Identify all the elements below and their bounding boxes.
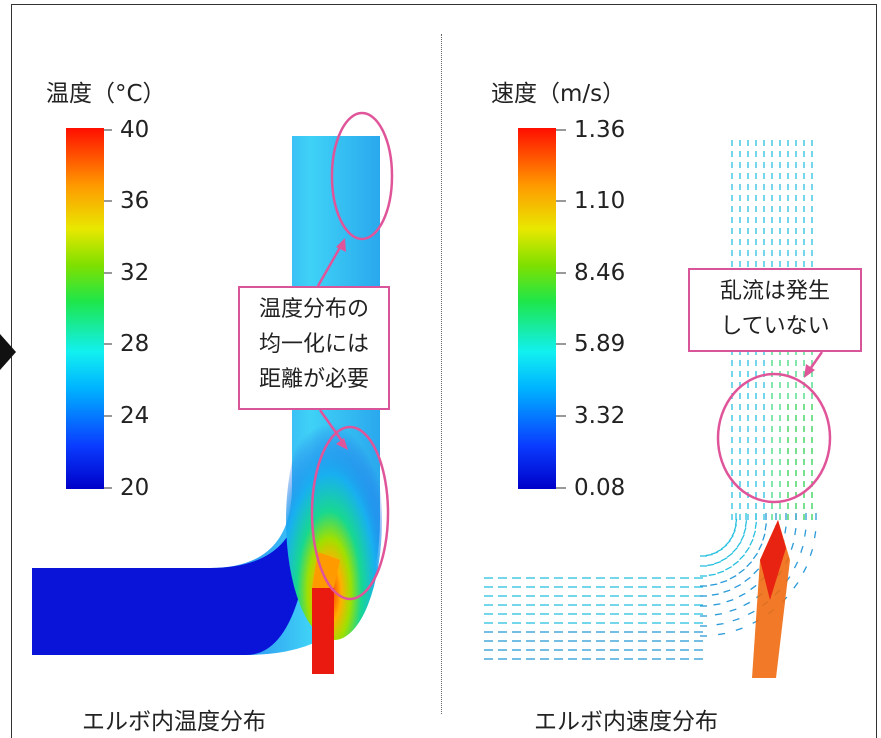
velocity-vector — [744, 546, 750, 554]
velocity-tick: 0.08 — [574, 475, 626, 501]
temperature-caption: エルボ内温度分布 — [82, 709, 266, 735]
velocity-vector — [744, 520, 748, 528]
velocity-vector — [740, 534, 745, 542]
velocity-vector — [738, 568, 745, 574]
velocity-vector — [713, 603, 721, 606]
velocity-vector — [738, 592, 746, 598]
velocity-vector — [735, 627, 743, 631]
temperature-callout-line: 温度分布の — [258, 297, 369, 322]
velocity-vector — [736, 540, 742, 548]
velocity-vector — [708, 573, 716, 576]
temperature-bar-ticks — [104, 129, 112, 489]
velocity-vector — [784, 526, 787, 534]
temperature-tick: 32 — [120, 260, 150, 286]
velocity-vector — [716, 622, 724, 626]
velocity-vector — [749, 538, 754, 546]
velocity-vector — [747, 610, 755, 616]
velocity-vector — [729, 575, 737, 580]
velocity-vector — [734, 583, 742, 589]
velocity-vector — [723, 589, 731, 593]
velocity-caption: エルボ内速度分布 — [534, 709, 718, 735]
left-edge-marker — [0, 334, 16, 370]
velocity-vector — [754, 521, 758, 529]
velocity-vector — [711, 593, 719, 596]
velocity-vector — [726, 599, 734, 603]
velocity-bar-ticks — [556, 129, 566, 489]
temperature-color-bar — [66, 128, 104, 489]
velocity-vector — [802, 566, 808, 573]
velocity-vector — [729, 608, 737, 612]
velocity-vector — [720, 579, 728, 584]
velocity-vector — [744, 576, 751, 583]
velocity-vector — [753, 568, 760, 575]
temperature-down-arrow — [318, 409, 346, 445]
velocity-vector — [804, 529, 807, 537]
velocity-color-bar — [518, 128, 556, 489]
temperature-callout-line: 距離が必要 — [258, 367, 369, 392]
temperature-top-ellipse — [330, 111, 394, 241]
temperature-up-arrow — [316, 243, 344, 287]
temperature-callout-line: 均一化には — [258, 332, 369, 357]
temperature-tick: 36 — [120, 188, 150, 214]
velocity-vector — [793, 561, 799, 569]
temperature-tick: 40 — [120, 117, 150, 143]
velocity-callout: 乱流は発生 していない — [688, 268, 862, 352]
velocity-vector — [718, 632, 726, 636]
velocity-tick: 8.46 — [574, 260, 626, 286]
velocity-vector — [762, 533, 766, 541]
velocity-tick: 5.89 — [574, 331, 626, 357]
velocity-tick: 3.32 — [574, 403, 626, 429]
velocity-vector — [739, 554, 746, 561]
velocity-vector — [746, 561, 753, 568]
velocity-jet-core — [760, 520, 786, 600]
velocity-vector — [732, 560, 739, 566]
velocity-tick: 1.36 — [574, 117, 626, 143]
velocity-vector — [752, 530, 757, 538]
temperature-hot-inlet — [312, 588, 334, 674]
velocity-callout-line: 乱流は発生 — [719, 279, 830, 304]
velocity-vector — [710, 583, 718, 586]
temperature-bottom-ellipse — [310, 425, 390, 601]
temperature-callout: 温度分布の 均一化には 距離が必要 — [238, 286, 390, 410]
velocity-vector — [732, 618, 740, 622]
temperature-tick: 20 — [120, 475, 150, 501]
velocity-vector — [743, 527, 747, 535]
velocity-vector — [813, 531, 817, 539]
velocity-vector — [794, 528, 797, 536]
velocity-vector — [790, 542, 795, 550]
velocity-vector — [750, 584, 757, 591]
temperature-up-arrowhead — [336, 238, 346, 252]
velocity-vector — [717, 570, 725, 574]
temperature-inlet-arm — [32, 500, 312, 655]
figure-frame — [11, 4, 877, 738]
velocity-vector — [732, 547, 738, 553]
temperature-tick: 28 — [120, 331, 150, 357]
velocity-vector — [714, 613, 723, 616]
velocity-vector — [758, 543, 763, 551]
temperature-tick: 24 — [120, 403, 150, 429]
velocity-tick: 1.10 — [574, 188, 626, 214]
velocity-vector — [714, 560, 722, 565]
velocity-vector — [800, 545, 804, 553]
velocity-vector — [720, 557, 728, 562]
velocity-vector — [793, 582, 799, 589]
velocity-callout-line: していない — [720, 314, 830, 339]
panel-divider — [441, 34, 442, 714]
velocity-vector — [752, 552, 759, 560]
velocity-ellipse — [716, 372, 832, 504]
temperature-down-arrowhead — [336, 438, 348, 450]
velocity-vector — [743, 601, 751, 607]
velocity-vector — [764, 523, 767, 531]
velocity-vector — [726, 552, 734, 558]
velocity-arrowhead — [804, 364, 815, 378]
velocity-vector — [725, 566, 732, 571]
temperature-hot-plume — [286, 400, 382, 640]
velocity-vector — [809, 548, 814, 557]
velocity-vector — [707, 563, 715, 567]
velocity-legend-title: 速度（m/s） — [491, 81, 626, 107]
temperature-legend-title: 温度（°C） — [46, 81, 166, 107]
